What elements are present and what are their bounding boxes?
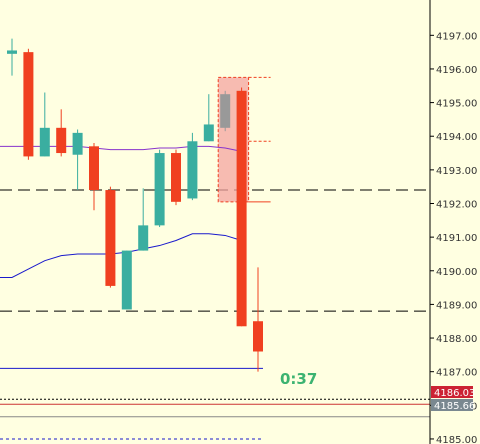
candle-1 [23,48,34,160]
y-tick-label-12: 4185.00 [436,435,477,444]
candle-body-5 [89,146,99,191]
candle-13 [220,90,231,132]
candle-9 [154,149,165,228]
candle-14 [236,87,247,327]
candle-body-12 [203,124,214,142]
candle-body-15 [253,321,263,352]
candle-4 [72,129,83,191]
candle-body-8 [138,225,149,251]
candle-12 [203,94,214,142]
candle-body-11 [187,141,198,199]
candle-15 [253,267,263,372]
candle-body-0 [7,50,17,54]
bar-countdown: 0:37 [280,370,317,388]
candle-body-6 [105,190,116,286]
candle-body-14 [236,90,247,327]
y-tick-label-8: 4189.00 [436,300,477,311]
candle-11 [187,132,198,201]
candle-7 [121,250,132,310]
candle-body-3 [56,127,67,154]
horizontal-levels [0,189,430,440]
ask-badge [431,399,473,411]
y-tick-label-10: 4187.00 [436,368,477,379]
y-tick-label-4: 4193.00 [436,166,477,177]
y-tick-label-7: 4190.00 [436,267,477,278]
y-tick-label-6: 4191.00 [436,233,477,244]
candle-2 [39,92,50,157]
moving-averages [0,145,242,278]
y-tick-label-3: 4194.00 [436,132,477,143]
candle-body-7 [121,250,132,310]
candle-10 [171,149,181,206]
candle-3 [56,109,67,157]
candle-5 [89,142,99,211]
y-tick-label-2: 4195.00 [436,99,477,110]
candles [7,38,263,372]
y-tick-label-9: 4188.00 [436,334,477,345]
candle-body-13 [220,94,231,128]
candle-body-9 [154,153,165,226]
y-tick-label-0: 4197.00 [436,31,477,42]
y-tick-label-5: 4192.00 [436,200,477,211]
price-badges: 4186.03 4185.66 [431,386,475,412]
candle-body-10 [171,153,181,202]
bid-badge-text: 4186.03 [434,388,475,399]
candle-0 [7,38,17,76]
candle-body-2 [39,127,50,157]
candle-body-1 [23,52,34,157]
candle-8 [138,188,149,251]
y-tick-label-1: 4196.00 [436,65,477,76]
candle-6 [105,186,116,288]
candle-body-4 [72,132,83,155]
ma-slow-line [0,233,242,278]
ma-fast-line [0,145,242,152]
ask-badge-text: 4185.66 [434,401,475,412]
bid-badge [431,386,473,398]
